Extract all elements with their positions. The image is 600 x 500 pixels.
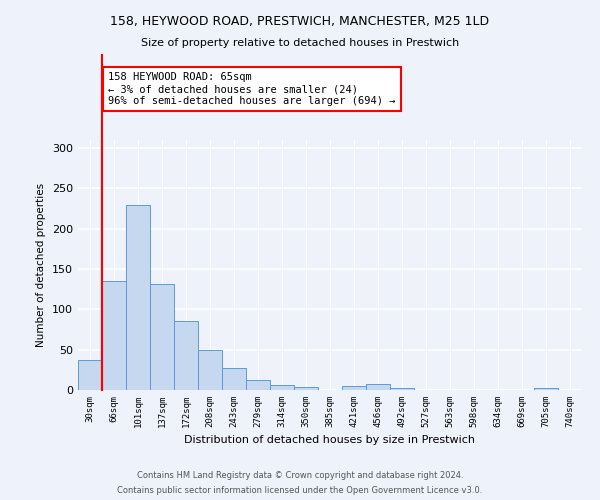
Text: 158, HEYWOOD ROAD, PRESTWICH, MANCHESTER, M25 1LD: 158, HEYWOOD ROAD, PRESTWICH, MANCHESTER… <box>110 15 490 28</box>
Bar <box>102 281 126 390</box>
Text: Size of property relative to detached houses in Prestwich: Size of property relative to detached ho… <box>141 38 459 48</box>
Bar <box>198 350 222 390</box>
Bar <box>294 387 318 390</box>
Bar <box>390 388 414 390</box>
Bar <box>366 384 390 390</box>
Bar <box>246 380 270 390</box>
X-axis label: Distribution of detached houses by size in Prestwich: Distribution of detached houses by size … <box>185 436 476 446</box>
Bar <box>342 386 366 390</box>
Bar <box>126 206 150 390</box>
Y-axis label: Number of detached properties: Number of detached properties <box>37 183 46 347</box>
Text: 158 HEYWOOD ROAD: 65sqm
← 3% of detached houses are smaller (24)
96% of semi-det: 158 HEYWOOD ROAD: 65sqm ← 3% of detached… <box>108 72 395 106</box>
Bar <box>270 385 294 390</box>
Text: Contains public sector information licensed under the Open Government Licence v3: Contains public sector information licen… <box>118 486 482 495</box>
Bar <box>534 388 558 390</box>
Text: Contains HM Land Registry data © Crown copyright and database right 2024.: Contains HM Land Registry data © Crown c… <box>137 471 463 480</box>
Bar <box>150 284 174 390</box>
Bar <box>174 320 198 390</box>
Bar <box>78 360 102 390</box>
Bar <box>222 368 246 390</box>
